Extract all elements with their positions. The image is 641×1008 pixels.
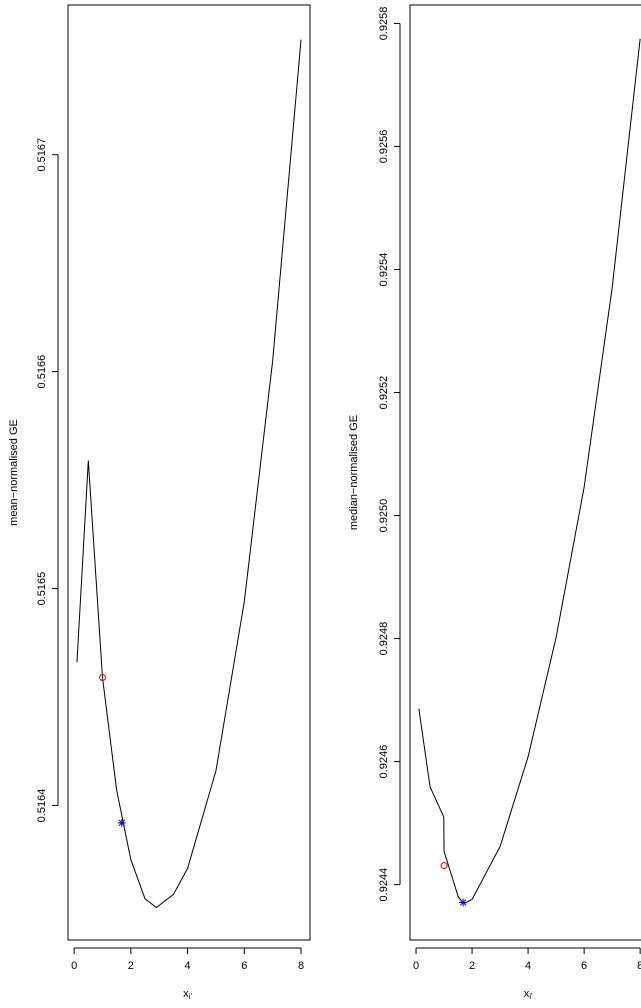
x-tick-label: 6 bbox=[581, 960, 587, 972]
y-tick-label: 0.9246 bbox=[378, 745, 390, 779]
y-axis-label: mean−normalised GE bbox=[8, 419, 20, 526]
x-axis-label: xi' bbox=[524, 988, 533, 1001]
plot-box bbox=[409, 4, 641, 941]
x-axis-label-main: x bbox=[183, 988, 189, 1000]
y-tick-label: 0.5167 bbox=[36, 138, 48, 172]
y-tick-label: 0.9254 bbox=[378, 253, 390, 287]
curve bbox=[418, 38, 641, 905]
x-tick-label: 0 bbox=[413, 960, 419, 972]
y-axis-label: median−normalised GE bbox=[348, 415, 360, 530]
x-axis-label-main: x bbox=[524, 988, 530, 1000]
marker-asterisk bbox=[117, 818, 126, 827]
y-tick-label: 0.9250 bbox=[378, 499, 390, 533]
x-tick-label: 0 bbox=[71, 960, 77, 972]
marker-circle bbox=[98, 674, 106, 682]
x-tick-label: 2 bbox=[469, 960, 475, 972]
x-tick-label: 6 bbox=[241, 960, 247, 972]
y-tick-label: 0.5165 bbox=[36, 572, 48, 606]
x-axis-label-sub: i' bbox=[529, 992, 533, 1001]
x-tick-label: 8 bbox=[637, 960, 641, 972]
x-tick-label: 2 bbox=[128, 960, 134, 972]
curve bbox=[76, 39, 302, 909]
y-tick-label: 0.9258 bbox=[378, 7, 390, 41]
marker-circle bbox=[440, 862, 448, 870]
y-tick-label: 0.9256 bbox=[378, 130, 390, 164]
x-axis-label: xi' bbox=[183, 988, 192, 1001]
plot: 0 2 4 6 8 xi' 0.5164 0.5165 0.5166 0.5167 mean−nor… bbox=[8, 4, 311, 1001]
y-tick-label: 0.5164 bbox=[36, 789, 48, 823]
y-tick-label: 0.9244 bbox=[378, 868, 390, 902]
x-tick-label: 8 bbox=[298, 960, 304, 972]
plot: 0 2 4 6 8 xi' 0.9244 0.9246 0.9248 0.9250 0.9252 0.… bbox=[348, 4, 641, 1001]
plot-box bbox=[67, 4, 311, 941]
y-tick-label: 0.9248 bbox=[378, 622, 390, 656]
x-tick-label: 4 bbox=[525, 960, 531, 972]
y-tick-label: 0.9252 bbox=[378, 376, 390, 410]
x-axis-label-sub: i' bbox=[189, 992, 193, 1001]
x-tick-label: 4 bbox=[185, 960, 191, 972]
y-tick-label: 0.5166 bbox=[36, 355, 48, 389]
marker-asterisk bbox=[459, 898, 468, 907]
